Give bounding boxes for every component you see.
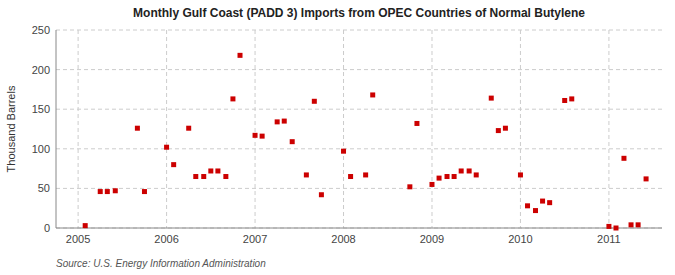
scatter-point xyxy=(171,162,176,167)
y-axis-label: Thousand Barrels xyxy=(5,85,17,172)
x-grid-line xyxy=(166,30,167,228)
y-tick-label: 100 xyxy=(32,143,50,155)
scatter-point xyxy=(629,222,634,227)
x-grid-line xyxy=(78,30,79,228)
chart-title: Monthly Gulf Coast (PADD 3) Imports from… xyxy=(133,6,585,20)
scatter-point xyxy=(312,99,317,104)
chart-svg: Monthly Gulf Coast (PADD 3) Imports from… xyxy=(0,0,675,275)
x-grid-line xyxy=(255,30,256,228)
scatter-point xyxy=(319,192,324,197)
scatter-point xyxy=(290,139,295,144)
scatter-point xyxy=(445,174,450,179)
scatter-point xyxy=(223,174,228,179)
scatter-point xyxy=(363,172,368,177)
points xyxy=(83,53,649,231)
scatter-point xyxy=(348,174,353,179)
scatter-point xyxy=(142,189,147,194)
scatter-point xyxy=(238,53,243,58)
scatter-point xyxy=(414,121,419,126)
scatter-point xyxy=(562,98,567,103)
scatter-point xyxy=(282,119,287,124)
scatter-point xyxy=(186,126,191,131)
x-tick-label: 2010 xyxy=(508,233,532,245)
scatter-point xyxy=(474,172,479,177)
y-grid-line xyxy=(56,188,662,189)
scatter-point xyxy=(341,149,346,154)
scatter-point xyxy=(275,119,280,124)
x-grid-line xyxy=(520,30,521,228)
scatter-point xyxy=(533,208,538,213)
scatter-point xyxy=(253,133,258,138)
x-axis-line xyxy=(56,228,662,229)
scatter-point xyxy=(407,184,412,189)
scatter-point xyxy=(503,126,508,131)
scatter-point xyxy=(230,96,235,101)
x-tick-label: 2006 xyxy=(154,233,178,245)
y-tick-label: 250 xyxy=(32,24,50,36)
scatter-point xyxy=(304,172,309,177)
scatter-point xyxy=(135,126,140,131)
scatter-point xyxy=(636,222,641,227)
scatter-point xyxy=(467,168,472,173)
scatter-point xyxy=(547,200,552,205)
scatter-point xyxy=(613,226,618,231)
scatter-point xyxy=(429,182,434,187)
scatter-point xyxy=(525,203,530,208)
y-grid-line xyxy=(56,148,662,149)
y-tick-label: 0 xyxy=(44,222,50,234)
x-grid-line xyxy=(343,30,344,228)
y-tick-label: 150 xyxy=(32,103,50,115)
scatter-point xyxy=(644,176,649,181)
y-axis-line xyxy=(56,30,57,228)
x-grid-line xyxy=(431,30,432,228)
scatter-point xyxy=(496,128,501,133)
x-tick-label: 2005 xyxy=(66,233,90,245)
scatter-point xyxy=(98,189,103,194)
scatter-point xyxy=(83,223,88,228)
source-note: Source: U.S. Energy Information Administ… xyxy=(56,258,266,269)
x-tick-label: 2008 xyxy=(331,233,355,245)
chart-container: Monthly Gulf Coast (PADD 3) Imports from… xyxy=(0,0,675,275)
scatter-point xyxy=(606,224,611,229)
scatter-point xyxy=(621,156,626,161)
scatter-point xyxy=(370,92,375,97)
scatter-point xyxy=(208,168,213,173)
y-tick-label: 50 xyxy=(38,182,50,194)
scatter-point xyxy=(193,174,198,179)
scatter-point xyxy=(569,96,574,101)
scatter-point xyxy=(113,188,118,193)
scatter-point xyxy=(452,174,457,179)
y-grid-line xyxy=(56,109,662,110)
x-grid-line xyxy=(608,30,609,228)
scatter-point xyxy=(201,174,206,179)
scatter-point xyxy=(215,168,220,173)
y-grid-line xyxy=(56,30,662,31)
x-tick-label: 2011 xyxy=(597,233,621,245)
scatter-point xyxy=(260,134,265,139)
scatter-point xyxy=(489,96,494,101)
y-grid-line xyxy=(56,228,662,229)
scatter-point xyxy=(105,189,110,194)
scatter-point xyxy=(518,172,523,177)
y-grid-line xyxy=(56,69,662,70)
x-tick-label: 2007 xyxy=(243,233,267,245)
y-tick-label: 200 xyxy=(32,64,50,76)
scatter-point xyxy=(540,199,545,204)
scatter-point xyxy=(164,145,169,150)
x-tick-label: 2009 xyxy=(420,233,444,245)
scatter-point xyxy=(459,168,464,173)
scatter-point xyxy=(437,176,442,181)
grid xyxy=(56,30,662,228)
